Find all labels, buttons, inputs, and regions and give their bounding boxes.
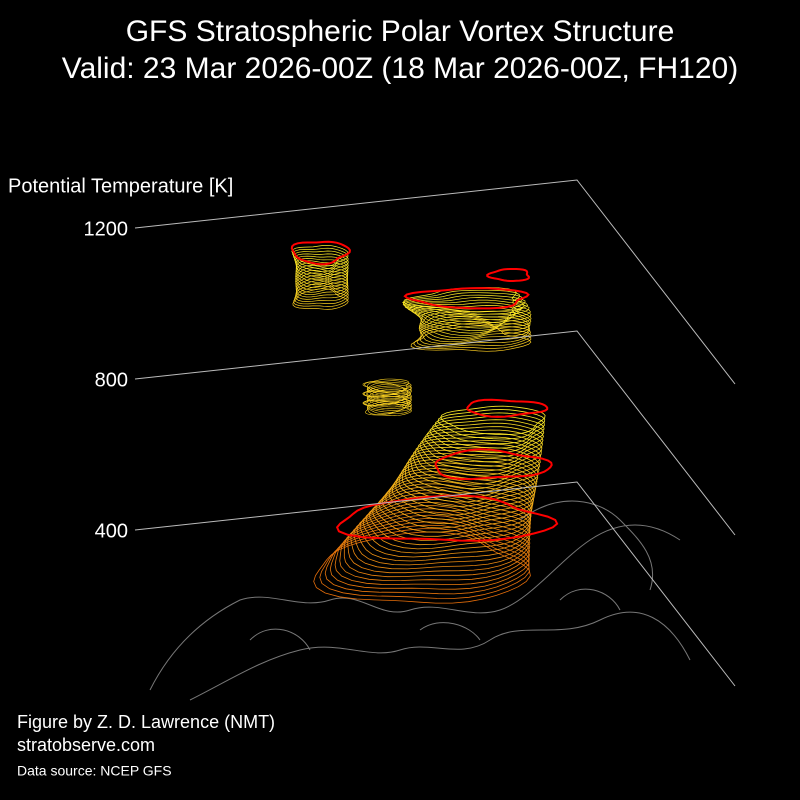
vortex-contour: [429, 419, 545, 454]
vortex-contour: [293, 253, 349, 275]
vortex-contour: [417, 436, 542, 476]
vortex-contour: [334, 517, 530, 586]
vortex-contour-highlight: [486, 268, 530, 282]
vortex-contour: [402, 289, 522, 315]
vortex-contour: [295, 277, 349, 300]
vortex-contour: [324, 524, 530, 595]
vortex-contour: [319, 528, 530, 599]
vortex-contour: [440, 405, 546, 435]
vortex-contour: [401, 456, 539, 503]
vortex-contour: [419, 318, 531, 346]
vortex-contour: [369, 486, 532, 546]
coastline: [519, 500, 654, 591]
vortex-contour: [295, 262, 349, 286]
vortex-contour: [366, 383, 412, 397]
vortex-contour-highlight: [434, 448, 553, 481]
chart-subtitle: Valid: 23 Mar 2026-00Z (18 Mar 2026-00Z,…: [62, 52, 738, 85]
vortex-contour: [437, 409, 546, 440]
vortex-contour: [295, 272, 349, 296]
vortex: [290, 240, 559, 604]
vortex-contour: [424, 426, 544, 463]
vortex-contour: [410, 446, 541, 490]
vortex-contour: [294, 255, 349, 278]
vortex-contour: [359, 495, 531, 558]
y-tick-label: 1200: [84, 218, 129, 240]
vortex-contour: [414, 440, 542, 481]
vortex-contour: [293, 250, 349, 273]
vortex-contour: [381, 474, 534, 529]
vortex-contour: [329, 521, 530, 590]
vortex-contour: [292, 288, 349, 310]
vortex-contour: [388, 468, 536, 520]
vortex-contour: [411, 305, 532, 331]
vortex-contour: [421, 429, 543, 467]
coastline: [189, 611, 691, 701]
vortex-contour: [403, 287, 525, 313]
vortex-contour: [292, 247, 349, 270]
y-tick-label: 400: [95, 520, 128, 542]
vortex-contour: [406, 299, 530, 326]
vortex-contour: [356, 498, 531, 562]
coastlines: [149, 500, 691, 701]
vortex-contour-highlight: [290, 240, 351, 266]
level-plane: [134, 179, 736, 385]
vortex-contour: [366, 390, 412, 404]
credit: Figure by Z. D. Lawrence (NMT): [17, 712, 275, 732]
vortex-contour: [404, 297, 529, 323]
vortex-contour: [367, 401, 412, 415]
vortex-contour: [405, 453, 539, 499]
vortex-contour: [347, 508, 531, 574]
website: stratobserve.com: [17, 735, 155, 755]
vortex-contour: [402, 292, 524, 318]
vortex-contour: [295, 258, 349, 281]
level-plane: [134, 330, 736, 536]
coastline: [249, 588, 621, 651]
vortex-contour: [366, 382, 412, 397]
vortex-contour: [343, 511, 531, 578]
y-axis-label: Potential Temperature [K]: [8, 175, 233, 197]
vortex-contour: [362, 378, 410, 392]
vortex-contour: [412, 443, 541, 485]
vortex-contour: [295, 265, 348, 288]
vortex-contour: [366, 391, 412, 406]
vortex-contour-highlight: [403, 287, 530, 310]
vortex-contour: [339, 514, 531, 582]
vortex-contour: [365, 489, 532, 550]
level-plane: [134, 481, 736, 687]
vortex-contour-highlight: [466, 398, 549, 418]
vortex-contour: [432, 415, 545, 449]
chart-title: GFS Stratospheric Polar Vortex Structure: [126, 15, 675, 48]
vortex-contour: [295, 267, 348, 291]
vortex-contour: [362, 492, 531, 554]
vortex-contour: [409, 302, 531, 329]
vortex-contour: [362, 396, 410, 409]
coastline: [149, 524, 681, 691]
vortex-contour: [295, 274, 349, 298]
y-tick-label: 800: [95, 369, 128, 391]
vortex-contour: [403, 294, 526, 321]
vortex-contour-highlight: [335, 494, 559, 542]
data-source: Data source: NCEP GFS: [17, 763, 172, 779]
vortex-contour: [362, 387, 409, 401]
